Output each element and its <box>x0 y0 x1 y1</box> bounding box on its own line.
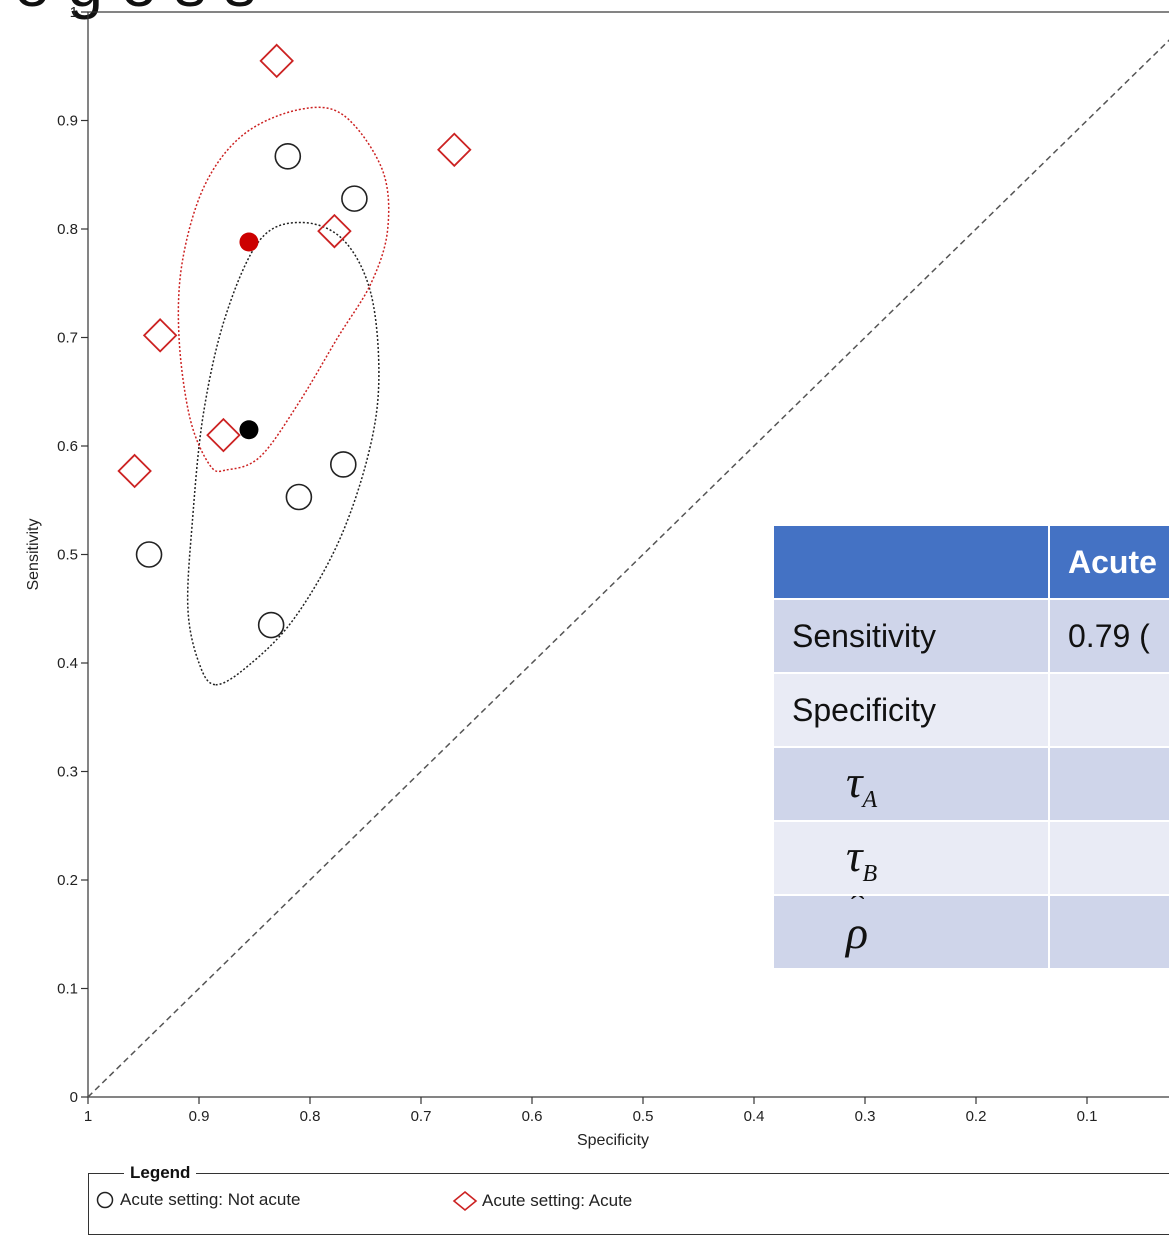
data-point-acute <box>206 417 241 453</box>
table-row: τA ˆ <box>772 746 1169 822</box>
y-axis-label: Sensitivity <box>25 518 42 590</box>
table-row: τB ˆ <box>772 820 1169 896</box>
legend-item-not-acute: Acute setting: Not acute <box>94 1190 301 1210</box>
diagonal-reference-line <box>87 39 1169 1098</box>
data-point-not-acute <box>257 611 285 639</box>
summary-table: Acute Sensitivity 0.79 ( Specificity τA ˆ… <box>772 524 1169 970</box>
y-tick-label: 0.1 <box>57 981 78 998</box>
legend: Legend Acute setting: Not acute Acute se… <box>88 1163 1169 1235</box>
data-point-acute <box>142 318 178 353</box>
row-label-tau-b: τB ˆ <box>772 820 1050 896</box>
heading-fragment: e g e s s <box>14 0 256 20</box>
confidence-region-1 <box>177 106 390 473</box>
x-tick-label: 0.3 <box>855 1108 876 1125</box>
hat-accent: ˆ <box>851 821 865 853</box>
x-tick-label: 0.6 <box>522 1108 543 1125</box>
x-tick-label: 0.9 <box>189 1108 210 1125</box>
legend-item-acute: Acute setting: Acute <box>452 1190 632 1212</box>
y-tick-label: 0 <box>70 1089 78 1106</box>
x-axis-label: Specificity <box>577 1132 649 1149</box>
summary-point-1 <box>239 232 259 252</box>
row-label-specificity: Specificity <box>772 672 1050 748</box>
data-point-not-acute <box>274 143 302 170</box>
legend-label-not-acute: Acute setting: Not acute <box>120 1190 301 1209</box>
confidence-regions <box>177 106 390 686</box>
table-row: Sensitivity 0.79 ( <box>772 598 1169 674</box>
legend-label-acute: Acute setting: Acute <box>482 1191 633 1210</box>
y-tick-label: 0.6 <box>57 438 78 455</box>
x-tick-label: 0.4 <box>744 1108 765 1125</box>
y-axis: 0 0.1 0.2 0.3 0.4 0.5 0.6 0.7 0.8 0.9 1 <box>57 4 88 1106</box>
x-axis: 10.90.80.70.60.50.40.30.20.10 <box>84 1097 1098 1125</box>
diamond-open-icon <box>452 1190 478 1212</box>
x-tick-label: 0.2 <box>966 1108 987 1125</box>
data-point-not-acute <box>329 451 357 478</box>
data-points <box>117 43 472 639</box>
data-point-acute <box>437 132 472 168</box>
hat-accent: ˆ <box>851 747 865 779</box>
x-tick-label: 0.8 <box>300 1108 321 1125</box>
hat-tau-a: τ <box>846 755 863 807</box>
y-tick-label: 0.2 <box>57 872 78 889</box>
row-value-rho <box>1048 894 1169 970</box>
data-point-acute <box>317 213 352 249</box>
row-label-tau-a: τA ˆ <box>772 746 1050 822</box>
x-tick-label: 1 <box>84 1108 92 1125</box>
summary-point-0 <box>239 420 259 440</box>
tau-a-symbol: τA ˆ <box>792 749 878 814</box>
y-tick-label: 0.9 <box>57 113 78 130</box>
y-tick-label: 1 <box>70 4 78 21</box>
y-tick-label: 0.8 <box>57 221 78 238</box>
subscript-b: B <box>862 860 878 887</box>
y-tick-label: 0.3 <box>57 764 78 781</box>
x-tick-label: 0.1 <box>1077 1108 1098 1125</box>
table-header-blank <box>772 524 1050 600</box>
tau-b-symbol: τB ˆ <box>792 823 878 888</box>
data-point-not-acute <box>285 483 313 511</box>
y-tick-label: 0.5 <box>57 547 78 564</box>
row-value-specificity <box>1048 672 1169 748</box>
row-value-tau-b <box>1048 820 1169 896</box>
y-tick-label: 0.7 <box>57 330 78 347</box>
hat-rho: ρ <box>846 906 869 958</box>
row-label-sensitivity: Sensitivity <box>772 598 1050 674</box>
x-tick-label: 0.5 <box>633 1108 654 1125</box>
legend-title: Legend <box>124 1163 197 1183</box>
hat-accent: ˆ <box>851 895 865 930</box>
data-point-not-acute <box>341 185 368 212</box>
row-value-tau-a <box>1048 746 1169 822</box>
table-header-row: Acute <box>772 524 1169 600</box>
circle-open-icon <box>96 1191 114 1209</box>
table-header-acute: Acute <box>1048 524 1169 600</box>
hat-tau-b: τ <box>846 829 863 881</box>
data-point-not-acute <box>135 541 163 568</box>
data-point-acute <box>259 43 294 79</box>
x-tick-label: 0.7 <box>411 1108 432 1125</box>
subscript-a: A <box>862 786 878 813</box>
data-point-acute <box>117 453 152 489</box>
row-value-sensitivity: 0.79 ( <box>1048 598 1169 674</box>
y-tick-label: 0.4 <box>57 655 78 672</box>
table-row: Specificity <box>772 672 1169 748</box>
